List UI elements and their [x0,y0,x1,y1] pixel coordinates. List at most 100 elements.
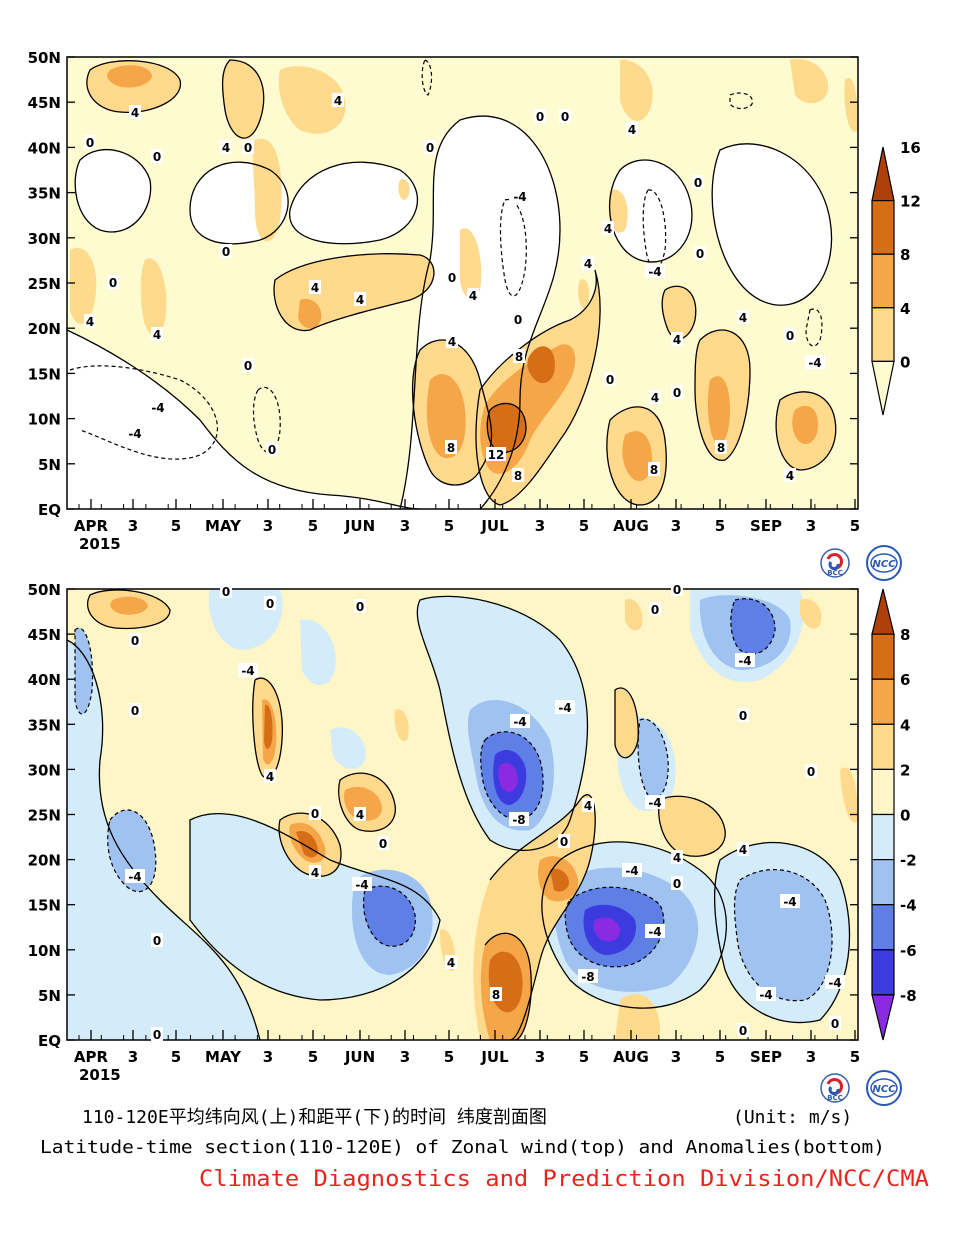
contour-label-bg [756,987,776,1001]
contour-label: 4 [86,315,94,329]
y-tick-label: EQ [38,501,61,519]
x-tick-label: 5 [715,1048,725,1066]
x-tick-label: APR [74,517,109,535]
y-tick-label: EQ [38,1032,61,1050]
contour-label: 4 [739,311,747,325]
top-colorbar: 0 4 8 12 16 [871,139,921,416]
bcc-logo-text: BCC [827,569,843,577]
contour-label: 0 [606,373,614,387]
ncc-logo-bottom: NCC [866,1070,902,1106]
x-tick-label: 5 [308,517,318,535]
y-tick-label: 25N [28,807,61,825]
colorbar-swatch [871,253,895,309]
x-tick-label: 5 [171,1048,181,1066]
colorbar-swatch [871,307,895,362]
top-field [67,57,858,509]
contour-label: 0 [561,110,569,124]
contour-label: -4 [128,870,141,884]
contour-label: -4 [355,878,368,892]
contour-label: 4 [266,770,274,784]
contour-label-bg [125,869,145,883]
contour-label-bg [266,442,278,456]
contour-label: -4 [738,654,751,668]
contour-label-bg [354,292,366,306]
colorbar-label: -6 [900,942,917,960]
y-tick-label: 15N [28,365,61,383]
contour-label-bg [784,328,796,342]
bottom-x-tick-labels: APR 3 5 MAY 3 5 JUN 3 5 JUL 3 5 AUG 3 5 SEP 3 5 2015 [74,1030,860,1084]
contour-label-bg [559,109,571,123]
colorbar-swatch [871,723,895,770]
contour-label: 8 [650,463,658,477]
contour-label-bg [626,122,638,136]
contour-label-bg [242,140,254,154]
y-tick-label: 10N [28,942,61,960]
bcc-logo-bottom: BCC [820,1073,850,1103]
x-tick-label: 3 [263,1048,273,1066]
bottom-contour-labels: 00 0 000-4-40 0-4-4-4440004-8044-4-4-40-44-… [125,582,845,1042]
x-tick-label: MAY [205,517,242,535]
year-label: 2015 [79,535,121,553]
contour-label: 4 [311,281,319,295]
contour-label: 4 [131,106,139,120]
colorbar-label: 16 [900,139,921,157]
bcc-logo-top: BCC [820,548,850,578]
contour-label-bg [148,400,168,414]
contour-label: -4 [648,796,661,810]
x-tick-label: JUN [344,517,375,535]
y-tick-label: 40N [28,671,61,689]
x-tick-label: 5 [444,517,454,535]
contour-label: 0 [153,934,161,948]
contour-label: -4 [759,988,772,1002]
contour-label-bg [649,390,661,404]
contour-label-bg [129,703,141,717]
x-tick-label: SEP [750,517,782,535]
contour-label: 4 [786,469,794,483]
y-tick-label: 45N [28,94,61,112]
contour-label-bg [129,633,141,647]
colorbar-swatch [871,813,895,861]
contour-label: 0 [536,110,544,124]
contour-label: 0 [268,443,276,457]
x-tick-label: 3 [535,517,545,535]
contour-label: 0 [560,835,568,849]
contour-label-bg [151,327,163,341]
contour-label: -4 [808,356,821,370]
bottom-field [67,589,858,1040]
contour-label-bg [825,975,845,989]
y-tick-label: 25N [28,275,61,293]
bottom-colorbar: -8 -6 -4 -2 0 2 4 6 8 [871,588,917,1041]
contour-label: 0 [109,276,117,290]
x-tick-label: 5 [579,517,589,535]
x-tick-label: 3 [671,1048,681,1066]
x-tick-label: 5 [579,1048,589,1066]
x-tick-label: 3 [128,517,138,535]
colorbar-swatch [871,633,895,680]
y-tick-label: 15N [28,897,61,915]
contour-label: 8 [492,988,500,1002]
contour-label: 4 [739,843,747,857]
contour-label: 0 [831,1017,839,1031]
colorbar-swatch [871,360,895,416]
contour-label-bg [446,334,458,348]
contour-label: 8 [514,469,522,483]
contour-label-bg [671,876,683,890]
y-tick-label: 50N [28,581,61,599]
x-tick-label: 5 [444,1048,454,1066]
contour-label-bg [445,955,457,969]
colorbar-label: 8 [900,626,910,644]
contour-label: 0 [651,603,659,617]
contour-label-bg [648,462,660,476]
contour-label: 4 [356,293,364,307]
contour-label-bg [671,850,683,864]
contour-label-bg [558,834,570,848]
y-tick-label: 30N [28,230,61,248]
contour-label: -8 [512,813,525,827]
colorbar-swatch [871,949,895,996]
contour-label: -4 [648,265,661,279]
colorbar-label: -2 [900,852,917,870]
y-tick-label: 40N [28,139,61,157]
contour-label-bg [735,653,755,667]
contour-label: 4 [604,222,612,236]
